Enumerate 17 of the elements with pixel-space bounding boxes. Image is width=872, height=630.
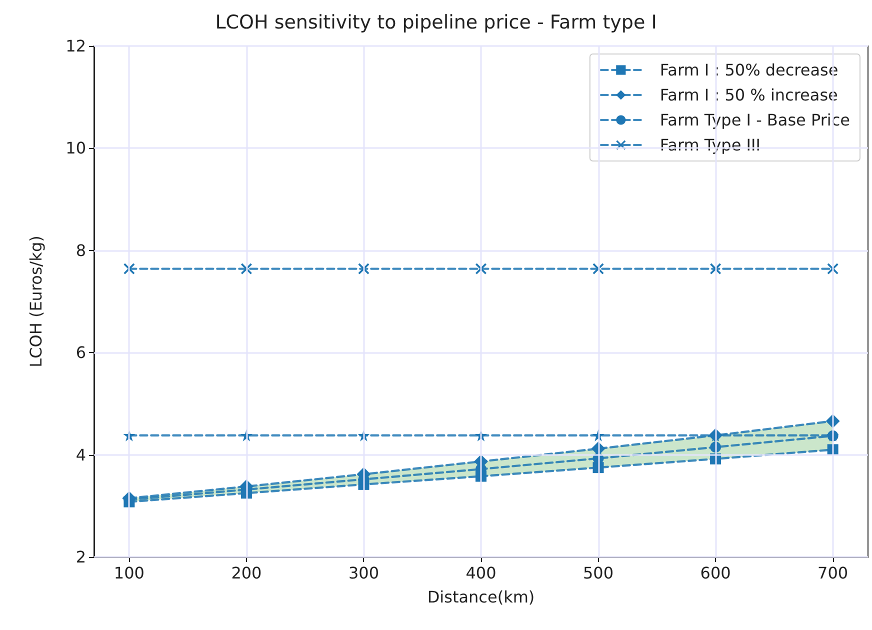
x-tick-label: 400	[466, 564, 496, 582]
y-tick-label: 6	[76, 343, 86, 362]
y-axis-title: LCOH (Euros/kg)	[26, 236, 46, 368]
y-tick-label: 10	[66, 138, 86, 158]
x-tick-label: 500	[583, 564, 614, 582]
y-tick-label: 8	[76, 240, 86, 260]
x-tick-label: 700	[818, 564, 848, 582]
y-tick-label: 12	[66, 36, 86, 56]
y-tick-label: 2	[76, 548, 86, 566]
x-tick-label: 100	[114, 564, 144, 582]
y-tick-label: 4	[76, 445, 86, 464]
x-tick-label: 300	[348, 564, 379, 582]
chart-title: LCOH sensitivity to pipeline price - Farm type I	[215, 12, 657, 34]
x-axis-title: Distance(km)	[427, 588, 535, 606]
x-tick-label: 200	[231, 564, 262, 582]
legend-label: Farm Type I - Base Price	[660, 110, 850, 130]
x-tick-label: 600	[700, 564, 731, 582]
